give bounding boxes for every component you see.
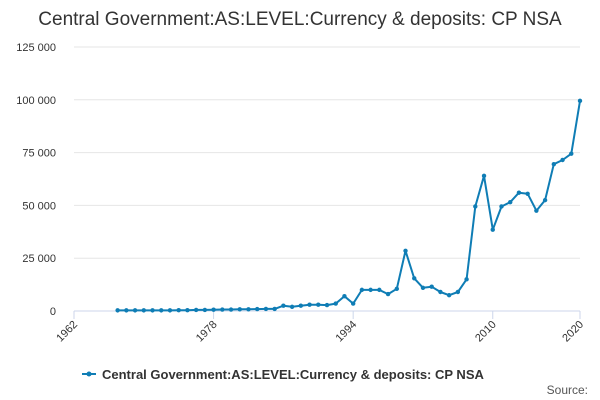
x-tick-label: 2020	[560, 319, 586, 345]
axes: 0 25 000 50 000 75 000 100 000 125 000 1962 197…	[16, 42, 586, 344]
data-point	[185, 307, 190, 313]
gridlines	[74, 46, 580, 259]
data-point	[289, 304, 295, 309]
legend-swatch-marker	[86, 371, 92, 377]
data-point	[394, 286, 399, 292]
data-point	[298, 303, 304, 308]
data-point	[446, 292, 452, 298]
data-point	[508, 200, 513, 205]
y-tick-label: 100 000	[16, 95, 56, 107]
data-point	[350, 301, 356, 306]
data-point	[202, 307, 208, 313]
data-point	[237, 307, 242, 312]
y-tick-label: 50 000	[22, 200, 56, 212]
data-point	[124, 308, 129, 313]
data-point	[499, 204, 504, 209]
data-point	[481, 173, 487, 179]
data-point	[263, 306, 269, 312]
data-point	[542, 197, 548, 203]
data-point	[211, 307, 216, 312]
source-label: Source:	[547, 383, 588, 397]
y-tick-label: 0	[50, 306, 56, 318]
x-tick-label: 1962	[54, 319, 80, 345]
data-point	[420, 285, 426, 290]
data-point	[342, 294, 347, 299]
data-point	[159, 308, 164, 313]
data-point	[516, 190, 522, 195]
data-point	[150, 308, 155, 313]
data-point	[385, 291, 391, 297]
data-point	[464, 277, 469, 282]
data-point	[272, 306, 277, 312]
data-point	[429, 284, 434, 289]
data-point	[176, 307, 181, 313]
data-point	[455, 289, 461, 295]
data-point	[246, 307, 251, 312]
data-point	[377, 287, 382, 293]
data-point	[324, 302, 330, 308]
legend: Central Government:AS:LEVEL:Currency & d…	[82, 367, 484, 382]
y-tick-label: 125 000	[16, 42, 56, 54]
legend-label: Central Government:AS:LEVEL:Currency & d…	[102, 367, 484, 382]
y-tick-label: 25 000	[22, 253, 56, 265]
data-point	[220, 307, 225, 312]
data-point	[368, 287, 373, 293]
data-point	[569, 151, 574, 156]
x-tick-label: 2010	[473, 319, 499, 345]
data-point	[473, 204, 478, 209]
data-point	[115, 308, 120, 313]
data-point	[255, 306, 260, 312]
data-point	[560, 157, 565, 163]
data-point	[141, 308, 146, 313]
data-point	[412, 276, 417, 281]
data-point	[438, 289, 443, 295]
data-point	[359, 287, 365, 293]
chart-title: Central Government:AS:LEVEL:Currency & d…	[38, 9, 562, 30]
data-point	[228, 307, 234, 312]
y-tick-label: 75 000	[22, 148, 56, 160]
data-point	[281, 303, 286, 308]
data-point	[316, 302, 321, 307]
data-point	[551, 162, 557, 167]
data-point	[577, 98, 583, 104]
x-tick-label: 1994	[333, 319, 359, 345]
data-point	[525, 191, 530, 196]
plot-area	[115, 98, 583, 313]
data-point	[132, 308, 138, 313]
data-point	[193, 307, 199, 313]
data-point	[403, 248, 408, 254]
x-tick-label: 1978	[194, 319, 220, 345]
data-point	[490, 227, 495, 232]
data-point	[307, 302, 312, 307]
data-point	[333, 301, 338, 306]
data-point	[534, 208, 539, 213]
data-point	[167, 308, 173, 313]
